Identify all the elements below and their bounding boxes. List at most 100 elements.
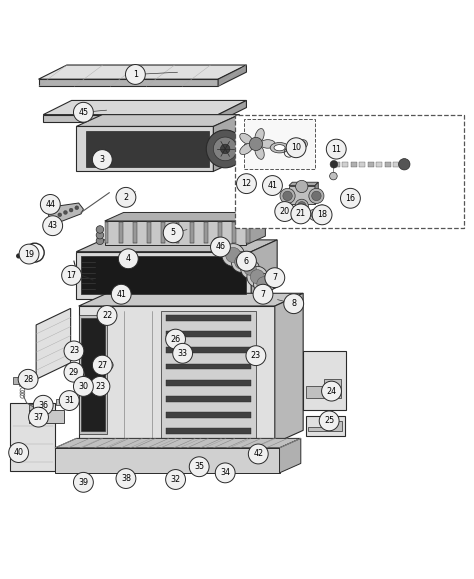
Circle shape xyxy=(321,213,328,219)
Polygon shape xyxy=(376,162,382,167)
Polygon shape xyxy=(81,256,246,294)
Circle shape xyxy=(284,294,304,314)
Text: 25: 25 xyxy=(324,416,334,426)
Polygon shape xyxy=(315,182,318,204)
Polygon shape xyxy=(76,240,277,252)
Ellipse shape xyxy=(274,145,285,151)
Circle shape xyxy=(165,329,185,349)
Polygon shape xyxy=(10,403,55,471)
Text: 41: 41 xyxy=(116,290,126,299)
Text: 1: 1 xyxy=(133,70,138,79)
Polygon shape xyxy=(246,222,250,243)
Polygon shape xyxy=(55,438,301,448)
Circle shape xyxy=(244,263,256,276)
Circle shape xyxy=(296,180,308,193)
Circle shape xyxy=(286,138,306,157)
Circle shape xyxy=(253,284,273,304)
Text: 30: 30 xyxy=(78,382,89,391)
Text: 43: 43 xyxy=(48,221,58,230)
Polygon shape xyxy=(306,379,341,398)
Circle shape xyxy=(319,411,339,431)
Text: 2: 2 xyxy=(123,193,128,202)
Polygon shape xyxy=(166,380,251,386)
Circle shape xyxy=(73,102,93,122)
Text: 21: 21 xyxy=(296,210,306,218)
Circle shape xyxy=(309,188,324,203)
Polygon shape xyxy=(56,399,74,405)
Circle shape xyxy=(265,267,285,288)
Circle shape xyxy=(33,395,53,415)
Ellipse shape xyxy=(270,142,289,153)
Circle shape xyxy=(64,211,67,214)
Text: 29: 29 xyxy=(69,368,79,377)
Circle shape xyxy=(293,141,298,145)
Polygon shape xyxy=(48,203,83,225)
Circle shape xyxy=(298,201,306,210)
Polygon shape xyxy=(218,65,246,86)
Circle shape xyxy=(43,216,63,236)
Text: 7: 7 xyxy=(272,273,277,282)
Circle shape xyxy=(301,142,306,146)
Polygon shape xyxy=(166,364,251,369)
Text: 37: 37 xyxy=(34,413,44,422)
Circle shape xyxy=(247,266,268,287)
Circle shape xyxy=(321,381,341,401)
Circle shape xyxy=(73,376,93,396)
Polygon shape xyxy=(29,410,64,423)
Circle shape xyxy=(126,64,146,85)
Polygon shape xyxy=(342,162,348,167)
Text: 28: 28 xyxy=(23,375,33,384)
Polygon shape xyxy=(76,252,251,299)
Polygon shape xyxy=(359,162,365,167)
Text: 31: 31 xyxy=(64,396,74,405)
Text: 6: 6 xyxy=(244,256,249,266)
Text: 36: 36 xyxy=(38,401,48,410)
Text: 23: 23 xyxy=(95,382,105,391)
Polygon shape xyxy=(29,404,43,410)
Text: 23: 23 xyxy=(69,346,79,356)
Polygon shape xyxy=(119,222,123,243)
Polygon shape xyxy=(232,222,236,243)
Polygon shape xyxy=(251,240,277,299)
Polygon shape xyxy=(105,222,109,243)
Text: 34: 34 xyxy=(220,468,230,477)
Circle shape xyxy=(292,139,300,147)
Polygon shape xyxy=(12,377,27,384)
Circle shape xyxy=(84,381,95,392)
Polygon shape xyxy=(280,438,301,473)
Text: 39: 39 xyxy=(78,478,89,487)
Circle shape xyxy=(92,149,112,170)
Circle shape xyxy=(330,160,337,168)
Circle shape xyxy=(237,251,256,271)
Circle shape xyxy=(326,139,346,159)
Circle shape xyxy=(220,144,230,153)
Circle shape xyxy=(295,199,309,212)
Polygon shape xyxy=(246,212,265,244)
Circle shape xyxy=(213,137,237,161)
Ellipse shape xyxy=(255,129,264,143)
Text: 11: 11 xyxy=(331,145,341,153)
Circle shape xyxy=(116,468,136,489)
Circle shape xyxy=(235,255,249,269)
Text: 24: 24 xyxy=(327,387,337,395)
Polygon shape xyxy=(76,115,239,126)
Polygon shape xyxy=(166,412,251,418)
Polygon shape xyxy=(351,162,356,167)
Polygon shape xyxy=(308,421,342,431)
Text: 27: 27 xyxy=(97,361,108,369)
Ellipse shape xyxy=(240,144,253,155)
Circle shape xyxy=(64,341,84,361)
Text: 16: 16 xyxy=(346,194,356,203)
Text: 3: 3 xyxy=(100,155,105,164)
Circle shape xyxy=(90,376,110,396)
Circle shape xyxy=(96,237,104,244)
Circle shape xyxy=(399,159,410,170)
Circle shape xyxy=(165,470,185,489)
Circle shape xyxy=(340,188,360,208)
Text: 18: 18 xyxy=(317,210,327,219)
Circle shape xyxy=(312,191,321,201)
Text: 44: 44 xyxy=(46,200,55,209)
Polygon shape xyxy=(289,185,315,204)
Circle shape xyxy=(319,207,324,211)
Circle shape xyxy=(241,260,260,278)
